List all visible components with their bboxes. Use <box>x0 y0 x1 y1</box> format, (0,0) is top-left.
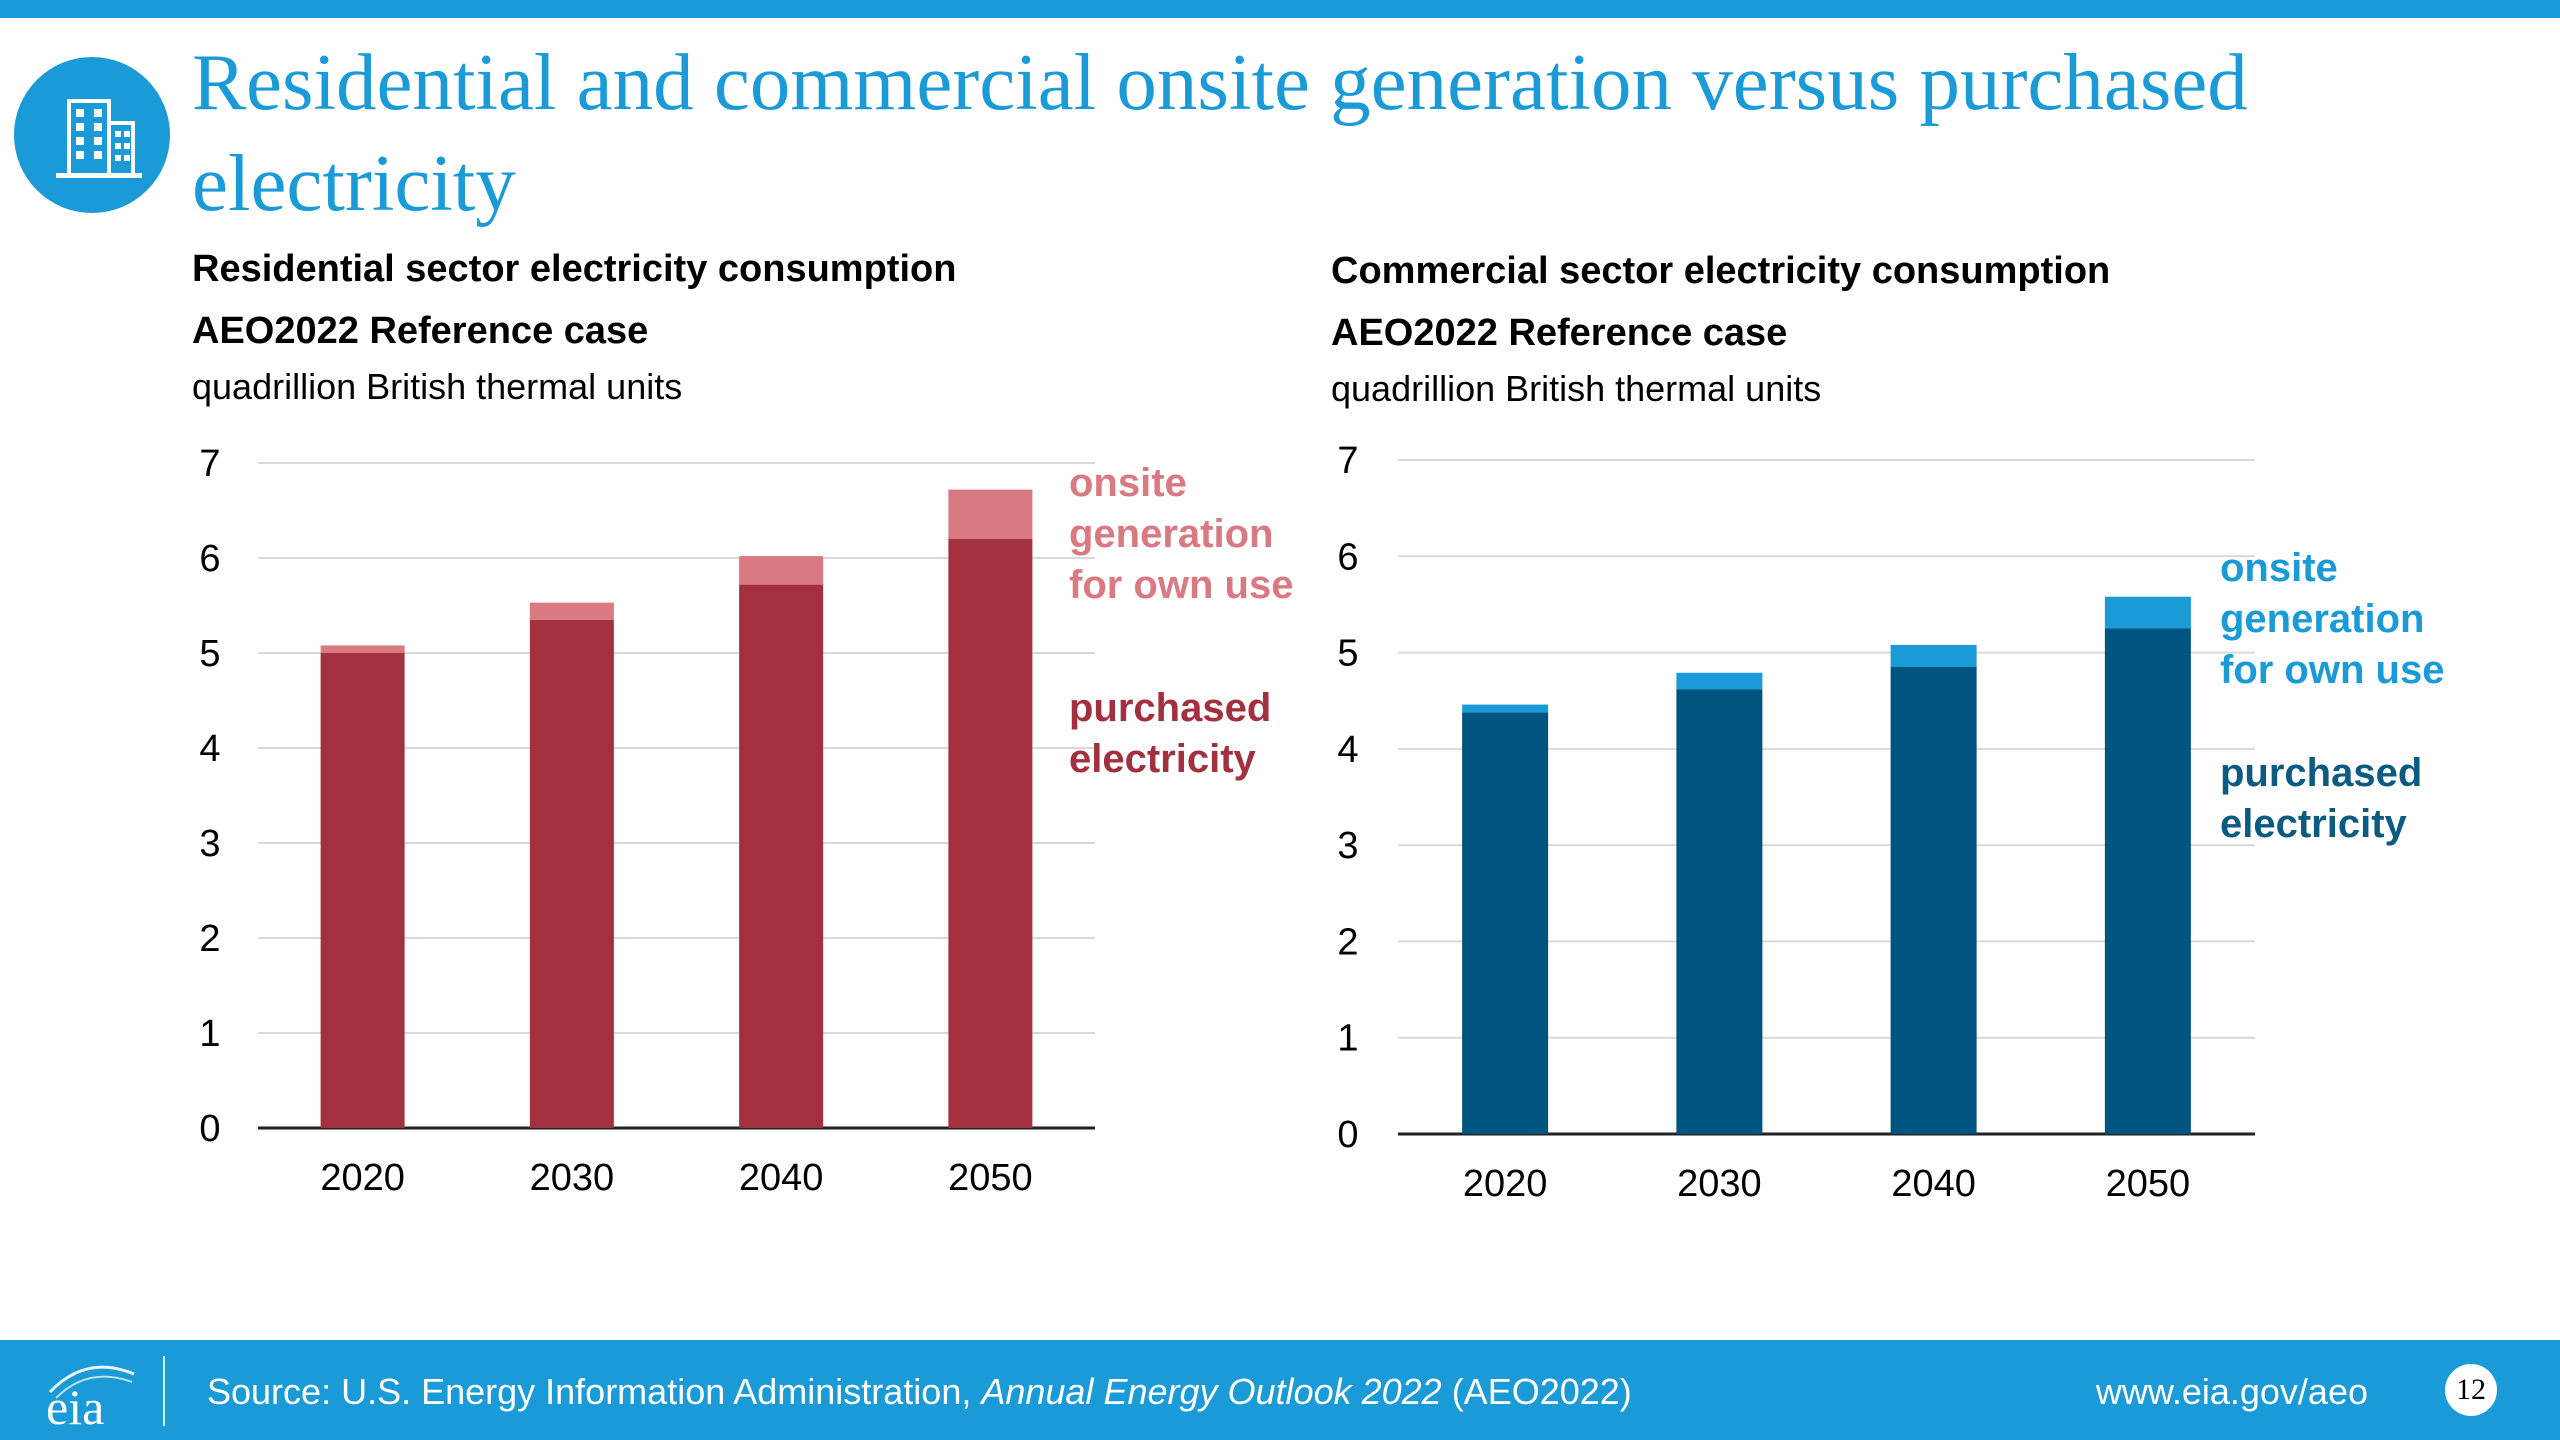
top-accent-bar <box>0 0 2560 18</box>
commercial-chart-header: Commercial sector electricity consumptio… <box>1331 250 2481 420</box>
slide-title: Residential and commercial onsite genera… <box>192 37 2248 228</box>
residential-chart-units: quadrillion British thermal units <box>192 366 683 407</box>
residential-legend-purchased: purchased electricity <box>1069 686 1272 781</box>
footer-source-prefix: Source: U.S. Energy Information Administ… <box>207 1371 982 1412</box>
bar-purchased-electricity <box>1890 667 1977 1134</box>
residential-legend-onsite: onsite generation for own use <box>1069 461 1294 607</box>
y-tick-label: 0 <box>1337 1114 1358 1156</box>
y-tick-label: 3 <box>1337 825 1358 867</box>
y-tick-label: 3 <box>199 823 220 865</box>
page-number: 12 <box>2445 1364 2497 1416</box>
bar-onsite-generation <box>529 602 614 620</box>
footer-source-suffix: (AEO2022) <box>1441 1371 1632 1412</box>
x-tick-label: 2030 <box>530 1157 615 1199</box>
x-tick-label: 2020 <box>320 1157 405 1199</box>
bar-purchased-electricity <box>529 619 614 1128</box>
x-tick-label: 2030 <box>1677 1163 1762 1205</box>
y-tick-label: 5 <box>1337 633 1358 675</box>
y-tick-label: 4 <box>199 728 220 770</box>
bar-purchased-electricity <box>739 584 824 1128</box>
commercial-legend-purchased: purchased electricity <box>2220 751 2423 846</box>
footer-bar: eia Source: U.S. Energy Information Admi… <box>0 1340 2560 1440</box>
residential-chart-subtitle: AEO2022 Reference case <box>192 310 649 352</box>
bar-onsite-generation <box>739 556 824 585</box>
commercial-chart-subtitle: AEO2022 Reference case <box>1331 312 1788 354</box>
eia-logo: eia <box>36 1352 146 1437</box>
footer-source-title: Annual Energy Outlook 2022 <box>981 1371 1442 1412</box>
residential-chart: 0 1 2 3 4 5 6 7 2020 2030 2040 2050 <box>199 443 1095 1199</box>
y-tick-label: 7 <box>199 443 220 485</box>
y-tick-label: 6 <box>1337 536 1358 578</box>
eia-logo-text: eia <box>46 1379 104 1432</box>
bar-onsite-generation <box>948 489 1033 539</box>
bar-onsite-generation <box>1890 644 1977 668</box>
commercial-legend-onsite: onsite generation for own use <box>2220 546 2445 692</box>
footer-divider <box>163 1356 165 1426</box>
x-tick-label: 2050 <box>948 1157 1033 1199</box>
y-tick-label: 5 <box>199 633 220 675</box>
bar-onsite-generation <box>1676 672 1763 690</box>
y-tick-label: 4 <box>1337 729 1358 771</box>
commercial-chart: 0 1 2 3 4 5 6 7 2020 2030 2040 2050 <box>1337 440 2255 1205</box>
x-tick-label: 2040 <box>739 1157 824 1199</box>
y-tick-label: 7 <box>1337 440 1358 482</box>
y-tick-label: 1 <box>1337 1018 1358 1060</box>
y-tick-label: 6 <box>199 538 220 580</box>
residential-chart-header: Residential sector electricity consumpti… <box>192 248 1342 418</box>
bar-onsite-generation <box>320 645 405 653</box>
x-tick-label: 2050 <box>2106 1163 2191 1205</box>
y-tick-label: 2 <box>199 918 220 960</box>
y-tick-label: 0 <box>199 1108 220 1150</box>
bar-purchased-electricity <box>1462 712 1549 1134</box>
footer-source: Source: U.S. Energy Information Administ… <box>207 1371 1632 1413</box>
residential-chart-title: Residential sector electricity consumpti… <box>192 248 957 290</box>
commercial-chart-title: Commercial sector electricity consumptio… <box>1331 250 2111 292</box>
office-building-icon <box>14 57 170 213</box>
y-tick-label: 2 <box>1337 921 1358 963</box>
x-tick-label: 2040 <box>1891 1163 1976 1205</box>
bar-onsite-generation <box>1462 704 1549 713</box>
bar-purchased-electricity <box>2104 628 2191 1134</box>
commercial-chart-units: quadrillion British thermal units <box>1331 368 1822 409</box>
y-tick-label: 1 <box>199 1013 220 1055</box>
bar-onsite-generation <box>2104 596 2191 629</box>
bar-purchased-electricity <box>948 539 1033 1128</box>
bar-purchased-electricity <box>320 653 405 1128</box>
x-tick-label: 2020 <box>1463 1163 1548 1205</box>
footer-url-link[interactable]: www.eia.gov/aeo <box>2095 1371 2368 1412</box>
bar-purchased-electricity <box>1676 689 1763 1134</box>
